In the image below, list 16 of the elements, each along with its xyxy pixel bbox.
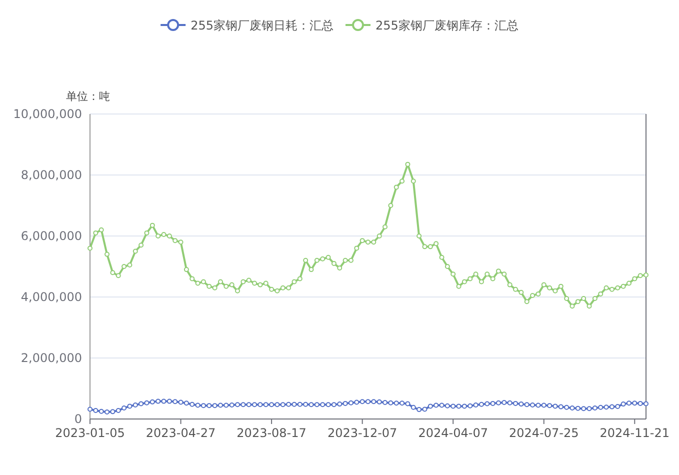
- y-tick-label: 0: [74, 412, 82, 426]
- y-tick-label: 8,000,000: [20, 168, 82, 182]
- x-tick-label: 2024-07-25: [509, 426, 579, 440]
- legend-label: 255家钢厂废钢库存：汇总: [376, 18, 518, 32]
- y-tick-label: 4,000,000: [20, 290, 82, 304]
- legend-label: 255家钢厂废钢日耗：汇总: [190, 18, 334, 32]
- y-tick-label: 10,000,000: [13, 107, 82, 121]
- y-axis-title: 单位：吨: [66, 90, 110, 103]
- x-tick-label: 2023-12-07: [327, 426, 398, 440]
- x-tick-label: 2023-04-27: [146, 426, 216, 440]
- y-tick-label: 6,000,000: [20, 229, 82, 243]
- x-tick-label: 2023-08-17: [236, 426, 306, 440]
- x-tick-label: 2023-01-05: [55, 426, 125, 440]
- y-tick-label: 2,000,000: [20, 351, 82, 365]
- x-tick-label: 2024-04-07: [418, 426, 488, 440]
- x-tick-label: 2024-11-21: [600, 426, 670, 440]
